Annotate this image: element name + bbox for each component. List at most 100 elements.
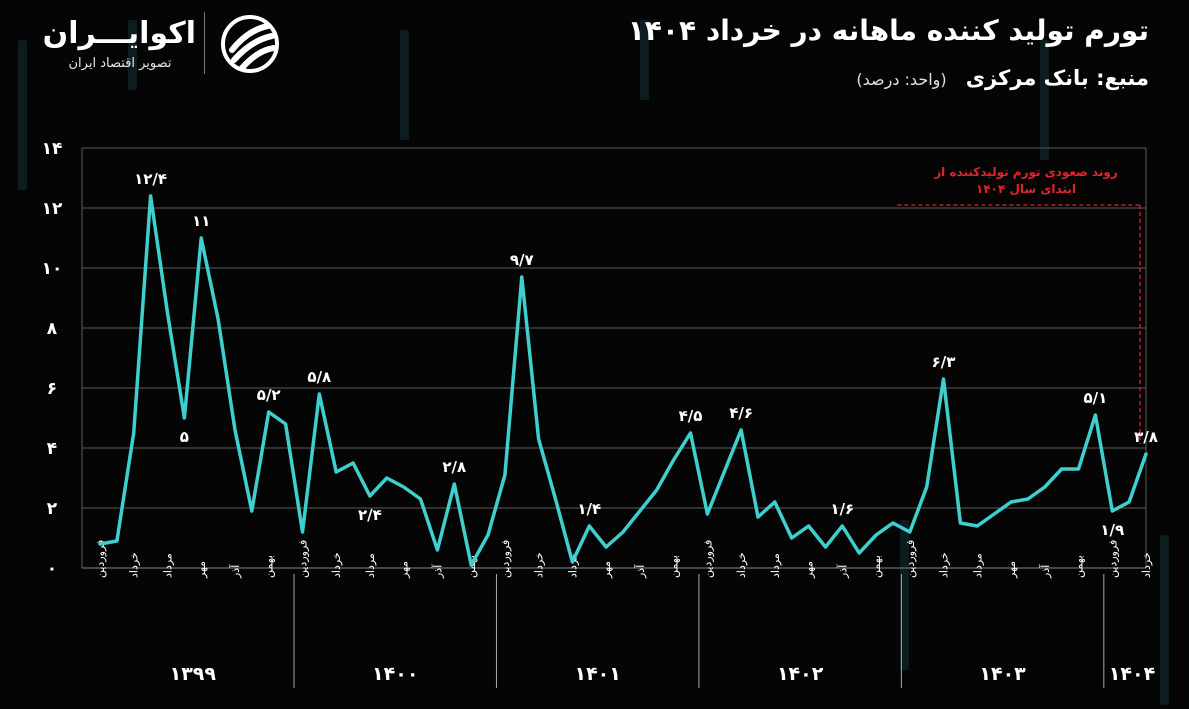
annotation-layer: روند صعودی تورم تولیدکننده از ابتدای سال … [897,165,1141,444]
data-point [672,458,675,462]
data-point [891,521,895,525]
year-label: ۱۳۹۹ [170,663,217,685]
x-tick-label: فروردین [94,540,107,578]
y-tick-label: ۶ [47,379,57,399]
x-tick-label: خرداد [735,552,748,578]
year-label: ۱۴۰۲ [777,663,824,685]
x-tick-label: فروردین [1106,540,1119,578]
data-point [739,428,743,432]
data-point [992,512,996,516]
data-point [571,560,574,564]
data-point [233,428,237,432]
x-tick-label: خرداد [330,552,343,578]
x-tick-label: مرداد [364,553,377,578]
brand-logo: اکوایـــران تصویر اقتصاد ایران [40,10,295,78]
data-label: ۵/۲ [257,386,281,404]
data-point [621,530,625,534]
x-tick-label: فروردین [499,540,512,578]
data-point [908,530,912,534]
x-tick-label: مهر [195,561,208,579]
x-tick-label: بهمن [668,555,681,578]
x-tick-label: مهر [1005,561,1018,579]
data-point [841,524,844,528]
data-label: ۱/۹ [1100,521,1124,539]
data-point [436,548,439,552]
data-point [351,461,355,465]
data-label: ۹/۷ [510,251,534,269]
data-point [318,392,321,396]
data-label: ۱۱ [192,212,210,230]
x-tick-label: مهر [398,561,411,579]
data-point [402,485,405,489]
chart-title: تورم تولید کننده ماهانه در خرداد ۱۴۰۴ [627,14,1149,47]
data-point [503,473,507,477]
data-point [284,422,287,426]
data-label: ۵/۸ [307,368,331,386]
series-line [98,194,1148,567]
data-point [469,563,473,567]
data-point [486,533,490,537]
data-point [554,497,557,501]
data-point [857,551,861,555]
data-point [790,536,793,540]
data-label: ۴/۵ [679,407,703,425]
year-label: ۱۴۰۰ [372,663,418,685]
data-point [807,524,810,528]
grid-layer [81,147,1147,569]
data-point [166,311,169,315]
x-tick-label: مرداد [769,553,782,578]
data-point [942,377,945,381]
data-point [368,494,372,498]
data-point [756,515,760,519]
y-tick-label: ۱۴ [42,139,63,159]
x-tick-label: آذر [633,564,647,579]
x-tick-label: فروردین [904,540,917,578]
data-point [216,317,220,321]
data-point [267,410,270,414]
data-label: ۲/۸ [442,458,466,476]
data-point [1077,467,1080,471]
data-label: ۱۲/۴ [134,170,167,188]
data-point [604,545,608,549]
year-label: ۱۴۰۱ [574,663,620,685]
data-point [537,437,540,441]
data-point [1127,500,1131,504]
data-point [1111,509,1114,513]
data-point [250,509,254,513]
background-decor-bar [400,30,409,140]
x-tick-label: مرداد [161,553,174,578]
x-tick-label: بهمن [870,555,883,578]
x-tick-label: آذر [430,564,444,579]
x-tick-label: آذر [1038,564,1052,579]
source-row: منبع: بانک مرکزی (واحد: درصد) [856,66,1149,90]
x-tick-label: مهر [803,561,816,579]
data-label: ۱/۴ [577,500,601,518]
x-tick-label: آذر [228,564,242,579]
y-tick-label: ۴ [47,439,57,459]
data-point [706,512,709,516]
data-point [385,476,389,480]
data-point [200,236,203,240]
x-tick-label: خرداد [128,552,141,578]
x-tick-label: فروردین [701,540,714,578]
x-tick-label: بهمن [1073,555,1086,578]
background-decor-bar [1040,40,1049,160]
y-tick-label: ۱۰ [42,259,63,279]
x-tick-label: خرداد [1140,552,1153,578]
logo-divider [204,12,205,74]
y-tick-label: ۸ [47,319,58,339]
data-label: ۱/۶ [830,500,854,518]
data-label: ۲/۴ [358,506,382,524]
data-label: ۳/۸ [1134,428,1158,446]
data-label: ۵/۱ [1083,389,1107,407]
chart-source: منبع: بانک مرکزی [965,66,1149,90]
chart-unit: (واحد: درصد) [856,70,947,89]
background-decor-bar [1160,535,1169,705]
background-decor-bar [128,20,137,90]
data-point [824,545,827,549]
data-point [689,431,692,435]
data-point [334,470,338,474]
background-decor-bar [18,40,27,190]
data-point [638,509,642,513]
x-tick-label: خرداد [938,552,951,578]
